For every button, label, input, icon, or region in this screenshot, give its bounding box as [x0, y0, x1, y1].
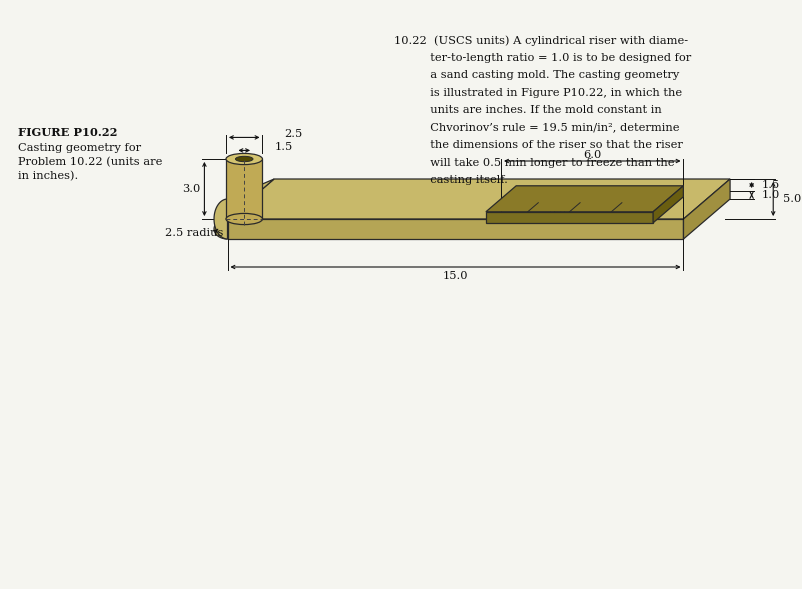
- Text: the dimensions of the riser so that the riser: the dimensions of the riser so that the …: [395, 140, 683, 150]
- Polygon shape: [653, 186, 683, 223]
- Text: ter-to-length ratio = 1.0 is to be designed for: ter-to-length ratio = 1.0 is to be desig…: [395, 52, 691, 62]
- Text: 2.5: 2.5: [284, 130, 302, 140]
- Text: in inches).: in inches).: [18, 171, 78, 181]
- Ellipse shape: [226, 213, 262, 224]
- Text: a sand casting mold. The casting geometry: a sand casting mold. The casting geometr…: [395, 70, 679, 80]
- Polygon shape: [226, 159, 262, 219]
- Text: units are inches. If the mold constant in: units are inches. If the mold constant i…: [395, 105, 662, 115]
- Polygon shape: [228, 219, 683, 239]
- Polygon shape: [214, 219, 228, 239]
- Text: 1.0: 1.0: [761, 190, 780, 200]
- Text: 5.0: 5.0: [783, 194, 801, 204]
- Text: is illustrated in Figure P10.22, in which the: is illustrated in Figure P10.22, in whic…: [395, 88, 683, 98]
- Ellipse shape: [226, 153, 262, 164]
- Polygon shape: [214, 179, 274, 239]
- Text: 2.5 radius: 2.5 radius: [164, 228, 223, 238]
- Text: 1.5: 1.5: [274, 143, 293, 153]
- Text: Problem 10.22 (units are: Problem 10.22 (units are: [18, 157, 162, 167]
- Text: 10.22  (USCS units) A cylindrical riser with diame-: 10.22 (USCS units) A cylindrical riser w…: [395, 35, 688, 45]
- Ellipse shape: [236, 156, 253, 161]
- Text: casting itself.: casting itself.: [395, 175, 508, 185]
- Text: will take 0.5 min longer to freeze than the: will take 0.5 min longer to freeze than …: [395, 157, 674, 167]
- Polygon shape: [228, 179, 730, 219]
- Text: 6.0: 6.0: [583, 150, 602, 160]
- Text: 3.0: 3.0: [182, 184, 200, 194]
- Text: 1.5: 1.5: [761, 180, 780, 190]
- Text: 15.0: 15.0: [443, 271, 468, 281]
- Polygon shape: [486, 186, 683, 212]
- Polygon shape: [486, 212, 653, 223]
- Text: FIGURE P10.22: FIGURE P10.22: [18, 127, 117, 138]
- Text: 3.0: 3.0: [548, 205, 566, 215]
- Text: Casting geometry for: Casting geometry for: [18, 143, 141, 153]
- Text: Chvorinov’s rule = 19.5 min/in², determine: Chvorinov’s rule = 19.5 min/in², determi…: [395, 123, 680, 133]
- Polygon shape: [683, 179, 730, 239]
